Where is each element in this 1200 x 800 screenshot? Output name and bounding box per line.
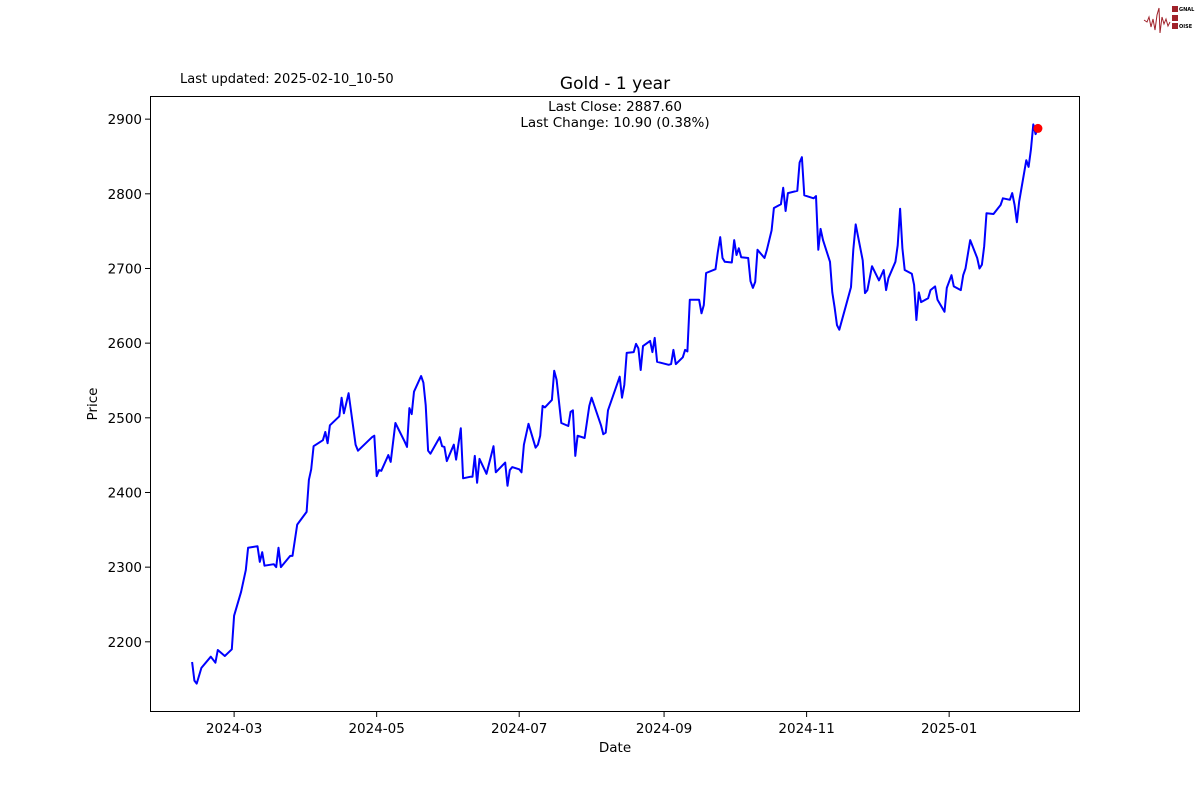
last-updated-label: Last updated: 2025-02-10_10-50 bbox=[180, 72, 394, 87]
price-line bbox=[191, 123, 1039, 685]
y-tick-label: 2400 bbox=[108, 485, 142, 501]
svg-text:GNAL: GNAL bbox=[1179, 7, 1195, 13]
y-tick-label: 2600 bbox=[108, 336, 142, 352]
last-change-annotation: Last Change: 10.90 (0.38%) bbox=[520, 115, 709, 131]
x-tick-label: 2025-01 bbox=[921, 721, 977, 737]
y-tick-label: 2700 bbox=[108, 261, 142, 277]
signal-2-noise-logo: GNAL OISE bbox=[1143, 6, 1195, 34]
y-tick-label: 2900 bbox=[108, 112, 142, 128]
y-axis-label: Price bbox=[85, 388, 101, 421]
plot-area bbox=[150, 96, 1080, 712]
x-tick-label: 2024-05 bbox=[348, 721, 404, 737]
logo-waveform bbox=[1143, 7, 1171, 34]
chart-title: Gold - 1 year bbox=[560, 74, 670, 94]
svg-text:OISE: OISE bbox=[1179, 24, 1193, 30]
y-tick-label: 2200 bbox=[108, 635, 142, 651]
y-axis-ticks: 2200 2300 2400 2500 2600 2700 2800 2900 bbox=[108, 112, 150, 651]
x-axis-ticks: 2024-03 2024-05 2024-07 2024-09 2024-11 2025-… bbox=[206, 712, 977, 737]
x-tick-label: 2024-09 bbox=[636, 721, 692, 737]
y-tick-label: 2800 bbox=[108, 187, 142, 203]
last-close-point bbox=[1033, 123, 1043, 133]
x-tick-label: 2024-07 bbox=[491, 721, 547, 737]
series-group bbox=[191, 123, 1043, 685]
x-tick-label: 2024-03 bbox=[206, 721, 262, 737]
y-tick-label: 2500 bbox=[108, 411, 142, 427]
x-axis-label: Date bbox=[599, 740, 631, 756]
x-tick-label: 2024-11 bbox=[778, 721, 834, 737]
last-close-annotation: Last Close: 2887.60 bbox=[548, 99, 682, 115]
y-tick-label: 2300 bbox=[108, 560, 142, 576]
